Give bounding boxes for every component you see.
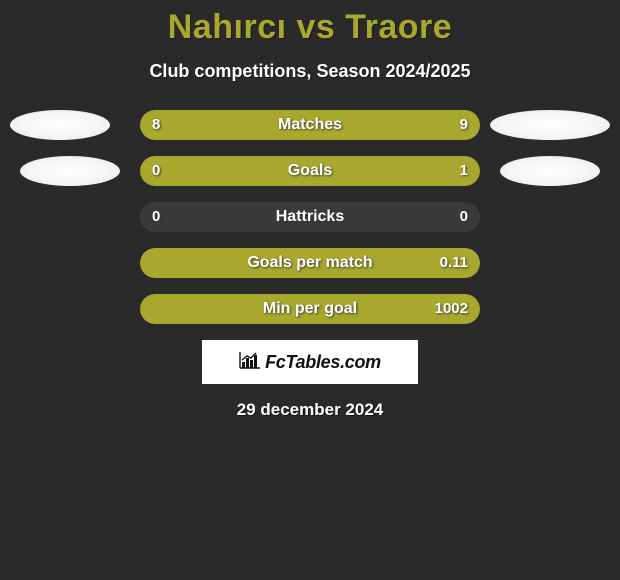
bar-fill-left xyxy=(140,294,174,324)
stat-row: Goals per match0.11 xyxy=(0,248,620,278)
stat-row: Hattricks00 xyxy=(0,202,620,232)
logo-text: FcTables.com xyxy=(265,352,381,373)
logo-box: FcTables.com xyxy=(202,340,418,384)
bar-track xyxy=(140,110,480,140)
stat-row: Goals01 xyxy=(0,156,620,186)
bar-fill-right xyxy=(174,294,480,324)
bar-fill-right xyxy=(303,110,480,140)
bar-fill-right xyxy=(174,248,480,278)
stat-row: Matches89 xyxy=(0,110,620,140)
bar-chart-icon xyxy=(239,351,261,374)
bar-fill-left xyxy=(140,110,303,140)
bar-track xyxy=(140,156,480,186)
bar-fill-left xyxy=(140,156,208,186)
stat-row: Min per goal1002 xyxy=(0,294,620,324)
bar-fill-left xyxy=(140,248,174,278)
bar-track xyxy=(140,248,480,278)
bar-track xyxy=(140,294,480,324)
bar-fill-right xyxy=(208,156,480,186)
bar-track xyxy=(140,202,480,232)
comparison-chart: Matches89 Goals01 Hattricks00 Goals per mat… xyxy=(0,110,620,324)
page-subtitle: Club competitions, Season 2024/2025 xyxy=(0,61,620,82)
date-label: 29 december 2024 xyxy=(0,400,620,420)
page-title: Nahırcı vs Traore xyxy=(0,0,620,47)
